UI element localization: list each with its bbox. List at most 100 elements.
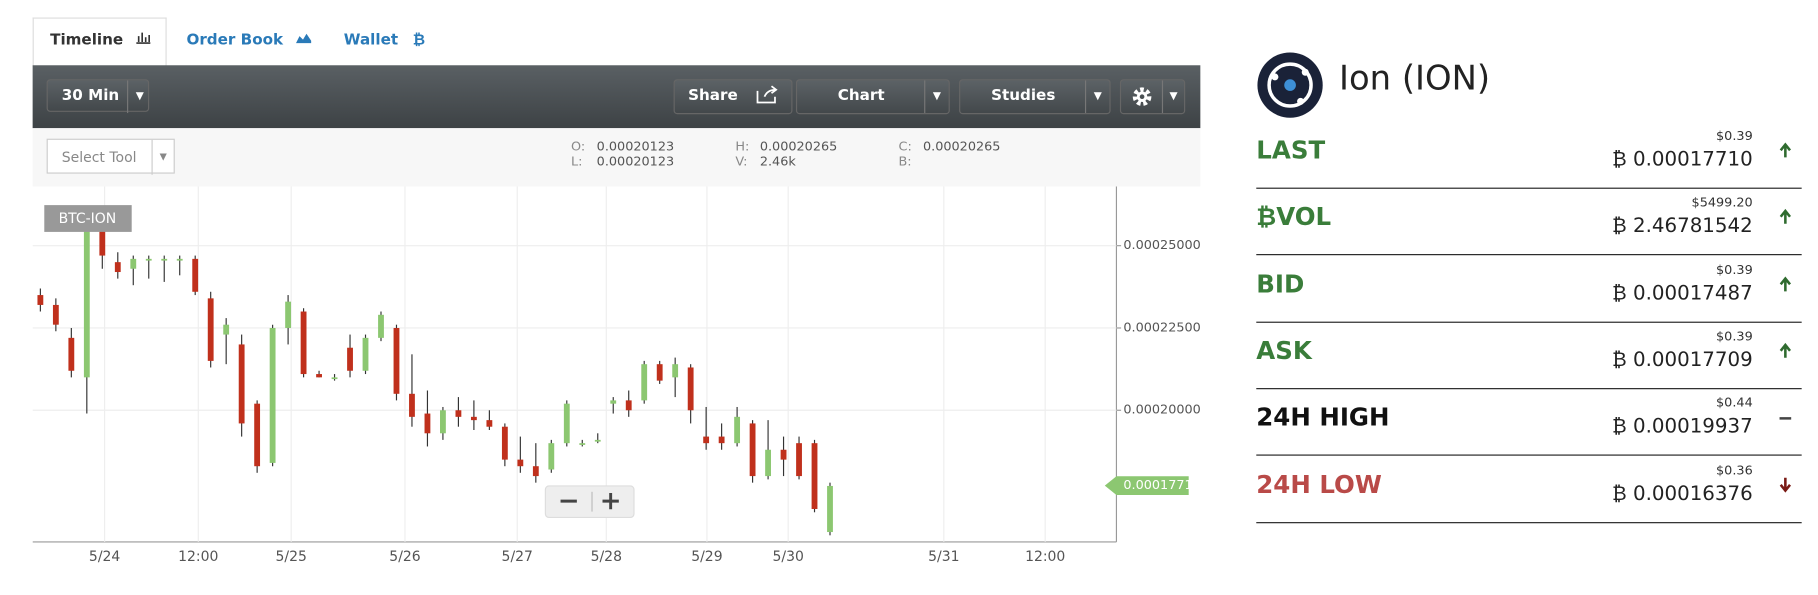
- chart: BTC-ION 0.00025000 0.00022500 0.00020000 5/…: [32, 186, 1200, 565]
- x-tick-label: 5/29: [691, 549, 722, 565]
- icon: ₿: [412, 31, 426, 49]
- stat-row: ₿VOL $5499.20 ₿ 2.46781542: [1256, 189, 1802, 256]
- icon: [756, 85, 778, 104]
- label: Select Tool: [61, 149, 137, 166]
- stat-row: LAST $0.39 ₿ 0.00017710: [1256, 122, 1802, 189]
- btc-value: 0.00017709: [1632, 348, 1753, 372]
- stat-label: ASK: [1256, 336, 1312, 365]
- candle-body: [703, 436, 710, 444]
- stat-row: ASK $0.39 ₿ 0.00017709: [1256, 323, 1802, 390]
- x-tick-label: 5/30: [773, 549, 804, 565]
- usd-value: $0.39: [1716, 128, 1753, 144]
- x-tick-label: 5/27: [502, 549, 533, 565]
- candle-body: [734, 416, 741, 444]
- candle-body: [161, 258, 168, 261]
- interval-button[interactable]: 30 Min ▼: [46, 79, 150, 114]
- candle-body: [641, 364, 648, 401]
- currency-symbol: ₿: [1612, 481, 1627, 506]
- ohlc-values: 0.00020265: [923, 139, 1000, 154]
- candle-body: [718, 436, 725, 444]
- candle-body: [347, 347, 353, 371]
- trend-icon: [1779, 276, 1792, 291]
- candle-body: [114, 262, 121, 273]
- candle-body: [99, 229, 106, 256]
- candle-body: [83, 212, 90, 378]
- studies-button[interactable]: Studies ▼: [959, 79, 1111, 115]
- x-tick-label: 5/24: [89, 549, 120, 565]
- candle-body: [594, 439, 601, 442]
- ohlc-labels: C: B:: [899, 139, 912, 169]
- candle-body: [656, 364, 663, 381]
- candle-body: [285, 301, 292, 328]
- zoom-icons: [560, 492, 619, 510]
- usd-value: $0.36: [1716, 462, 1753, 478]
- candle-body: [362, 337, 369, 371]
- trend-icon: [1779, 342, 1792, 358]
- candle-body: [440, 410, 446, 434]
- candle-body: [393, 327, 400, 394]
- candle-body: [254, 403, 261, 467]
- candle-body: [52, 304, 59, 325]
- y-tick-label: 0.00022500: [1123, 320, 1200, 335]
- coin-logo: [1257, 52, 1323, 118]
- stat-label: BID: [1256, 269, 1305, 298]
- candle-body: [625, 400, 632, 411]
- btc-value: 0.00016376: [1632, 481, 1753, 506]
- tool-row: [32, 128, 1201, 187]
- candle-body: [145, 258, 152, 261]
- label: H:: [735, 138, 750, 154]
- chart-button[interactable]: Chart ▼: [795, 79, 950, 115]
- icon: [296, 33, 312, 44]
- last-price-label: 0.00017710: [1123, 478, 1200, 493]
- btc-value: 0.00017487: [1632, 281, 1753, 305]
- y-tick-label: 0.00025000: [1123, 238, 1200, 253]
- settings-button[interactable]: ▼: [1119, 79, 1186, 115]
- label: C:: [898, 138, 912, 154]
- btc-value: 0.00017710: [1632, 148, 1753, 172]
- candle-body: [610, 400, 617, 404]
- active-tab[interactable]: [32, 17, 167, 67]
- icon: [136, 32, 151, 44]
- value: 0.00020265: [922, 138, 1001, 154]
- candle-body: [780, 449, 787, 460]
- usd-value: $0.44: [1716, 395, 1753, 411]
- tab-label: Wallet: [343, 31, 399, 49]
- trend-icon: [1779, 142, 1792, 158]
- select-tool[interactable]: Select Tool ▼: [46, 138, 175, 175]
- currency-symbol: ₿: [1612, 148, 1627, 172]
- tab-label: Order Book: [186, 31, 284, 49]
- candle-body: [563, 403, 570, 444]
- btc-line: ₿ 0.00017710: [1612, 148, 1753, 171]
- btc-value: 2.46781542: [1632, 214, 1753, 239]
- x-tick-label: 12:00: [1025, 549, 1065, 565]
- tab-label: Timeline: [50, 31, 124, 49]
- share-button[interactable]: Share: [673, 79, 793, 115]
- icon: [1132, 87, 1152, 107]
- currency-symbol: ₿: [1612, 415, 1627, 439]
- tab[interactable]: Wallet ₿: [344, 17, 425, 64]
- candle-body: [424, 413, 431, 434]
- candle-body: [316, 374, 322, 378]
- candle-body: [378, 314, 384, 338]
- candle-body: [827, 485, 833, 533]
- label: O:: [571, 138, 586, 154]
- x-tick-label: 5/25: [276, 549, 307, 565]
- symbol-label: BTC-ION: [59, 211, 117, 227]
- btc-line: ₿ 0.00017709: [1612, 348, 1753, 371]
- last-price-tag: [1104, 476, 1189, 495]
- zoom-control[interactable]: [544, 485, 635, 519]
- label: Chart: [837, 87, 885, 105]
- candle-body: [765, 449, 771, 477]
- candle-body: [269, 327, 276, 463]
- tab[interactable]: Timeline: [50, 17, 152, 64]
- candle-body: [672, 364, 679, 378]
- symbol-tag: [44, 205, 132, 232]
- tab[interactable]: Order Book: [186, 17, 312, 64]
- candle-body: [223, 324, 230, 335]
- candle-body: [68, 337, 75, 371]
- label: B:: [898, 153, 912, 169]
- candle-body: [579, 443, 586, 445]
- label: Share: [688, 87, 738, 105]
- candle-body: [300, 311, 307, 375]
